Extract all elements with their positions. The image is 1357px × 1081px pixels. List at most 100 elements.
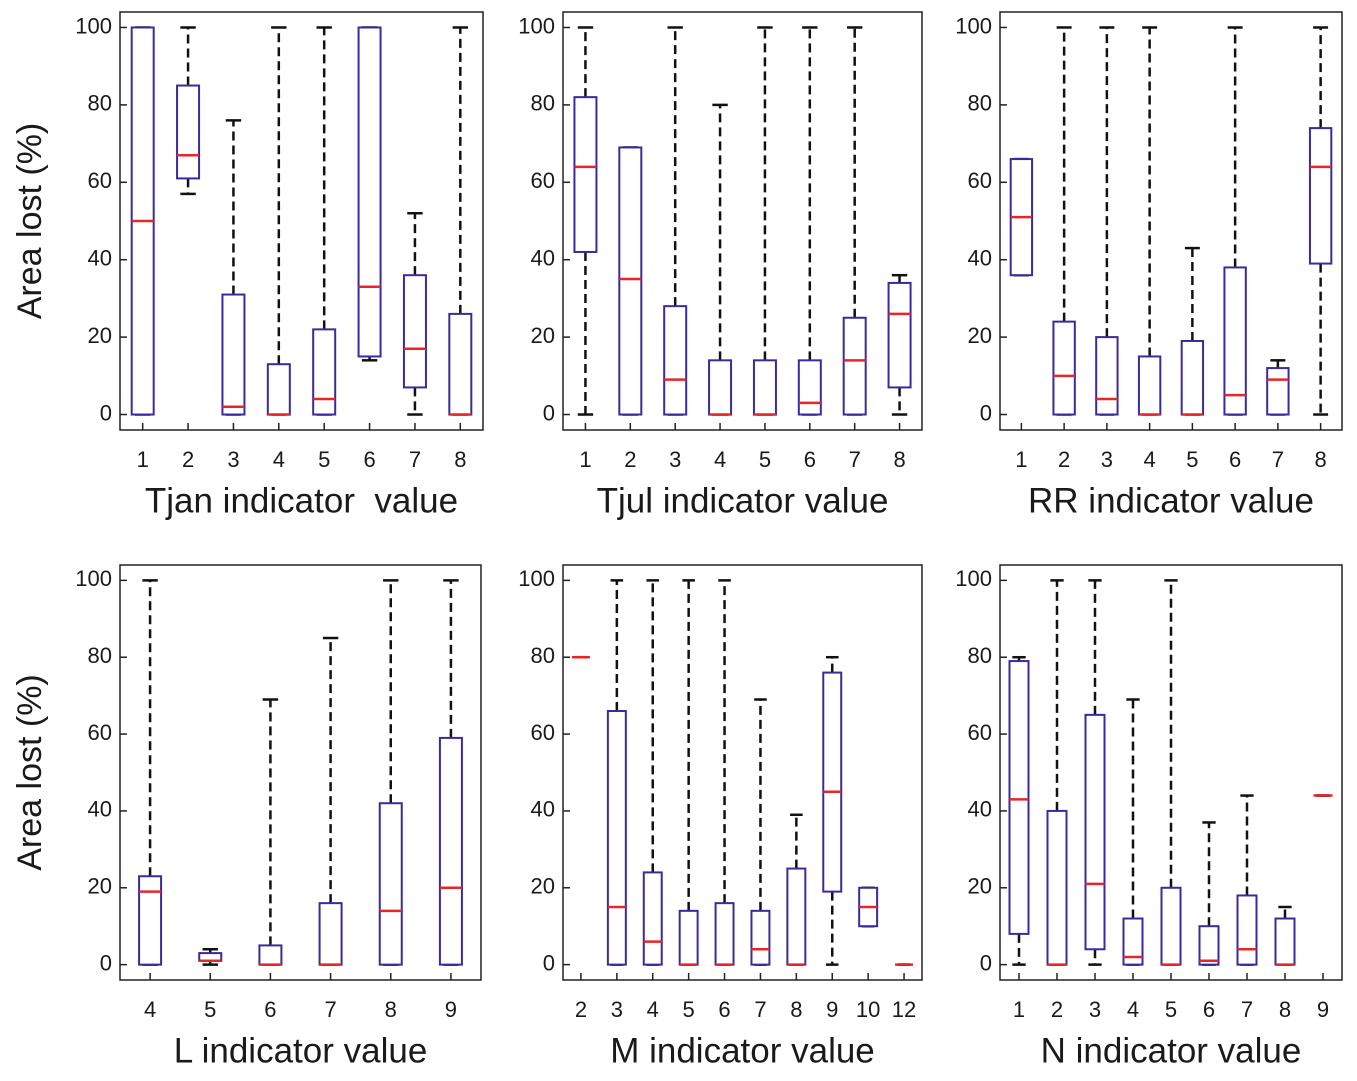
y-tick-label: 80	[88, 91, 112, 116]
box	[1008, 660, 1030, 935]
x-tick-label: 8	[893, 447, 905, 472]
y-tick-label: 100	[75, 13, 112, 38]
x-tick-label: 7	[754, 997, 766, 1022]
x-tick-label: 8	[1279, 997, 1291, 1022]
axes-frame	[562, 564, 923, 981]
y-tick-label: 20	[88, 323, 112, 348]
y-tick-label: 0	[100, 950, 112, 975]
x-tick-label: 2	[1058, 447, 1070, 472]
box	[378, 802, 403, 966]
box	[1137, 355, 1162, 416]
x-tick-label: 8	[1315, 447, 1327, 472]
x-tick-label: 5	[683, 997, 695, 1022]
y-tick-label: 100	[955, 13, 992, 38]
box	[642, 871, 663, 966]
box	[708, 359, 733, 416]
y-tick-label: 60	[531, 168, 555, 193]
box	[1266, 367, 1290, 416]
box	[1236, 894, 1258, 966]
box	[1122, 917, 1144, 966]
y-tick-label: 20	[531, 874, 555, 899]
x-tick-label: 6	[718, 997, 730, 1022]
x-tick-label: 9	[1317, 997, 1329, 1022]
y-tick-label: 20	[88, 874, 112, 899]
box	[318, 902, 343, 966]
x-tick-label: 8	[790, 997, 802, 1022]
x-tick-label: 5	[1186, 447, 1198, 472]
y-tick-label: 40	[531, 246, 555, 271]
x-tick-label: 3	[669, 447, 681, 472]
axes-frame	[119, 11, 484, 431]
x-axis-label: RR indicator value	[1028, 481, 1314, 520]
y-tick-label: 0	[980, 400, 992, 425]
y-tick-label: 0	[543, 400, 555, 425]
x-tick-label: 4	[144, 997, 156, 1022]
x-tick-label: 9	[445, 997, 457, 1022]
x-tick-label: 1	[1013, 997, 1025, 1022]
x-tick-label: 8	[454, 447, 466, 472]
box	[1046, 809, 1068, 966]
y-tick-label: 40	[88, 246, 112, 271]
x-tick-label: 1	[579, 447, 591, 472]
box	[1274, 917, 1296, 966]
box	[842, 316, 867, 416]
x-tick-label: 5	[759, 447, 771, 472]
box	[714, 902, 735, 966]
box	[663, 305, 688, 416]
y-tick-label: 20	[968, 874, 992, 899]
box	[402, 274, 427, 389]
y-tick-label: 80	[531, 91, 555, 116]
y-tick-label: 100	[518, 13, 555, 38]
box	[1095, 336, 1119, 416]
x-tick-label: 3	[1101, 447, 1113, 472]
box	[606, 710, 627, 966]
box	[887, 281, 912, 389]
axes-frame	[999, 11, 1343, 431]
x-tick-label: 3	[227, 447, 239, 472]
y-tick-label: 80	[968, 91, 992, 116]
x-tick-label: 6	[363, 447, 375, 472]
box	[750, 909, 771, 966]
box	[1160, 886, 1182, 966]
x-tick-label: 4	[273, 447, 285, 472]
y-tick-label: 40	[88, 797, 112, 822]
x-axis-label: Tjan indicator value	[145, 481, 458, 520]
y-tick-label: 60	[968, 720, 992, 745]
x-tick-label: 4	[714, 447, 726, 472]
y-tick-label: 0	[980, 950, 992, 975]
x-tick-label: 1	[137, 447, 149, 472]
panel: 1 2 3 4 5 6 7 8 9 0 20 40 60 80 100 N indicator value	[955, 564, 1343, 1070]
box	[1308, 127, 1333, 265]
x-tick-label: 10	[856, 997, 880, 1022]
x-tick-label: 6	[804, 447, 816, 472]
x-tick-label: 4	[1127, 997, 1139, 1022]
box	[1223, 266, 1247, 416]
y-tick-label: 80	[531, 643, 555, 668]
x-tick-label: 2	[1051, 997, 1063, 1022]
panel: 4 5 6 7 8 9 0 20 40 60 80 100 L indicator value Area …	[11, 564, 482, 1070]
y-tick-label: 40	[968, 797, 992, 822]
x-tick-label: 6	[1203, 997, 1215, 1022]
box	[312, 328, 337, 416]
axes-frame	[119, 564, 482, 981]
y-tick-label: 60	[88, 168, 112, 193]
box	[1198, 925, 1220, 966]
x-tick-label: 7	[324, 997, 336, 1022]
box	[573, 96, 598, 253]
y-tick-label: 100	[75, 566, 112, 591]
axes-frame	[562, 11, 923, 431]
box	[258, 944, 283, 966]
box	[448, 312, 473, 416]
box	[1084, 713, 1106, 951]
y-tick-label: 100	[955, 566, 992, 591]
x-tick-label: 3	[611, 997, 623, 1022]
x-tick-label: 7	[1272, 447, 1284, 472]
box	[752, 359, 777, 416]
y-axis-label: Area lost (%)	[11, 123, 49, 320]
x-tick-label: 7	[409, 447, 421, 472]
y-tick-label: 40	[531, 797, 555, 822]
x-tick-label: 7	[1241, 997, 1253, 1022]
